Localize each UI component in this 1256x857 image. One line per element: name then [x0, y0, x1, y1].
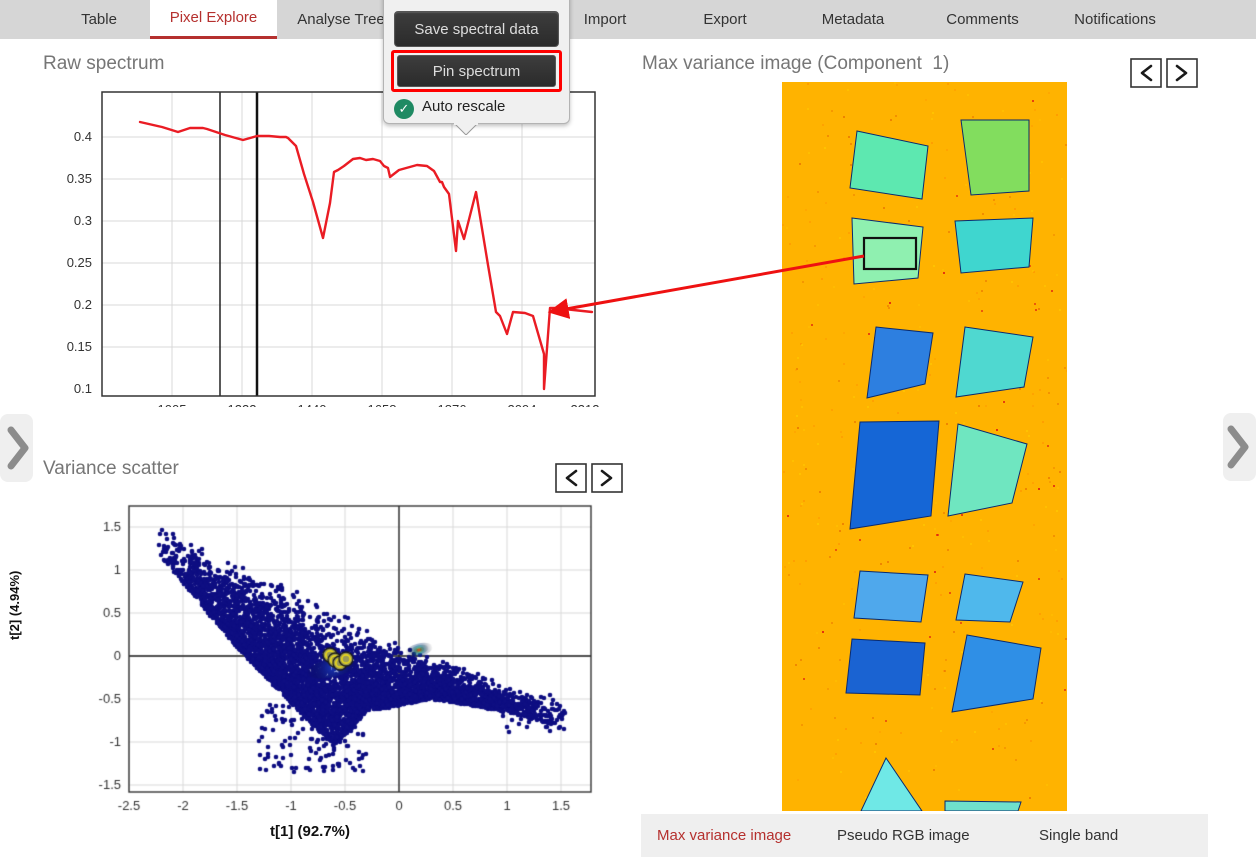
svg-text:0.1: 0.1: [74, 381, 92, 396]
svg-text:1440: 1440: [298, 402, 327, 407]
svg-text:2312: 2312: [571, 402, 600, 407]
svg-text:0.35: 0.35: [67, 171, 92, 186]
svg-text:0.15: 0.15: [67, 339, 92, 354]
svg-text:0.4: 0.4: [74, 129, 92, 144]
svg-text:1658: 1658: [368, 402, 397, 407]
svg-text:0.3: 0.3: [74, 213, 92, 228]
svg-text:1005: 1005: [158, 402, 187, 407]
svg-text:1222: 1222: [228, 402, 257, 407]
svg-text:0.2: 0.2: [74, 297, 92, 312]
svg-text:2094: 2094: [508, 402, 537, 407]
svg-text:0.25: 0.25: [67, 255, 92, 270]
svg-text:1876: 1876: [438, 402, 467, 407]
